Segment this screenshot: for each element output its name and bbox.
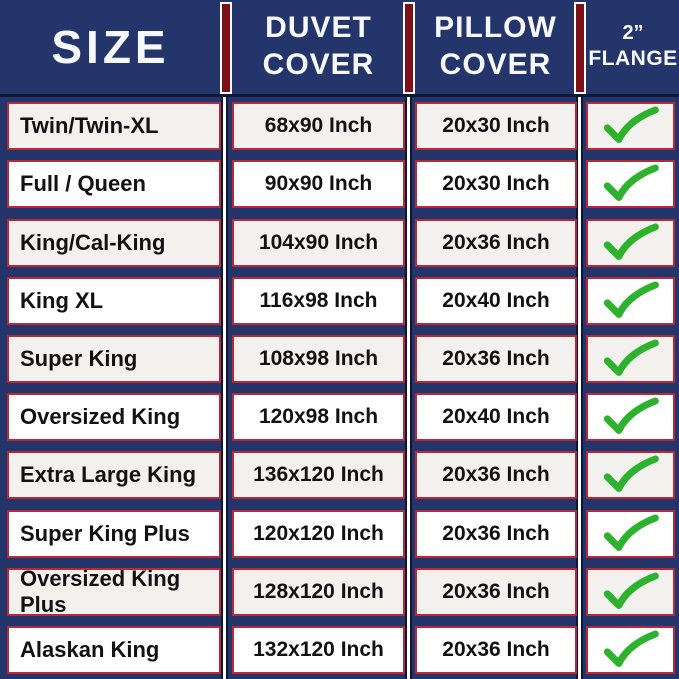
pillow-cell: 20x36 Inch — [415, 567, 577, 616]
header-underline — [0, 94, 679, 97]
table-row: Alaskan King 132x120 Inch 20x36 Inch — [0, 621, 679, 679]
duvet-cell: 68x90 Inch — [232, 102, 405, 151]
size-cell: Oversized King — [7, 393, 221, 442]
duvet-cell: 120x120 Inch — [232, 509, 405, 558]
table-row: Full / Queen 90x90 Inch 20x30 Inch — [0, 155, 679, 213]
header-pillow-line2: COVER — [439, 48, 552, 81]
flange-cell — [586, 102, 675, 151]
pillow-cell: 20x40 Inch — [415, 393, 577, 442]
header-divider-bar — [403, 2, 415, 94]
size-cell: Full / Queen — [7, 160, 221, 209]
checkmark-icon — [603, 222, 659, 260]
header-pillow-cover: PILLOW COVER — [416, 0, 575, 94]
table-row: King XL 116x98 Inch 20x40 Inch — [0, 272, 679, 330]
pillow-cell: 20x36 Inch — [415, 451, 577, 500]
checkmark-icon — [603, 513, 659, 551]
duvet-cell: 108x98 Inch — [232, 334, 405, 383]
duvet-cell: 90x90 Inch — [232, 160, 405, 209]
column-separator — [576, 97, 583, 679]
flange-cell — [586, 509, 675, 558]
duvet-cell: 136x120 Inch — [232, 451, 405, 500]
pillow-cell: 20x36 Inch — [415, 334, 577, 383]
duvet-cell: 120x98 Inch — [232, 393, 405, 442]
duvet-cell: 132x120 Inch — [232, 625, 405, 674]
checkmark-icon — [603, 281, 659, 318]
header-flange-line1: 2” — [622, 22, 644, 45]
checkmark-icon — [603, 106, 659, 144]
pillow-cell: 20x36 Inch — [415, 625, 577, 674]
header-size: SIZE — [0, 0, 221, 94]
size-cell: Oversized King Plus — [7, 566, 221, 617]
flange-cell — [586, 625, 675, 674]
column-separator — [221, 97, 228, 679]
size-cell: Alaskan King — [7, 625, 221, 674]
checkmark-icon — [603, 630, 659, 667]
flange-cell — [586, 393, 675, 442]
size-cell: Super King Plus — [7, 509, 221, 558]
flange-cell — [586, 276, 675, 325]
checkmark-icon — [603, 339, 659, 376]
checkmark-icon — [603, 455, 659, 493]
pillow-cell: 20x40 Inch — [415, 276, 577, 325]
pillow-cell: 20x30 Inch — [415, 160, 577, 209]
header-flange-line2: FLANGE — [588, 47, 678, 71]
duvet-cell: 116x98 Inch — [232, 276, 405, 325]
column-separator — [405, 97, 412, 679]
checkmark-icon — [603, 572, 659, 609]
size-cell: Super King — [7, 334, 221, 383]
size-cell: Twin/Twin-XL — [7, 102, 221, 151]
header-size-label: SIZE — [51, 21, 170, 73]
table-row: Twin/Twin-XL 68x90 Inch 20x30 Inch — [0, 97, 679, 155]
header-duvet-line2: COVER — [262, 48, 375, 81]
table-row: Super King 108x98 Inch 20x36 Inch — [0, 330, 679, 388]
header-divider-bar — [574, 2, 586, 94]
header-duvet-line1: DUVET — [265, 11, 372, 45]
table-row: Extra Large King 136x120 Inch 20x36 Inch — [0, 446, 679, 504]
flange-cell — [586, 334, 675, 383]
duvet-cell: 104x90 Inch — [232, 218, 405, 267]
duvet-cell: 128x120 Inch — [232, 567, 405, 616]
flange-cell — [586, 567, 675, 616]
pillow-cell: 20x30 Inch — [415, 102, 577, 151]
header-duvet-cover: DUVET COVER — [233, 0, 404, 94]
table-row: King/Cal-King 104x90 Inch 20x36 Inch — [0, 213, 679, 271]
pillow-cell: 20x36 Inch — [415, 218, 577, 267]
size-cell: King XL — [7, 276, 221, 325]
size-cell: King/Cal-King — [7, 218, 221, 267]
table-row: Super King Plus 120x120 Inch 20x36 Inch — [0, 504, 679, 562]
table-row: Oversized King 120x98 Inch 20x40 Inch — [0, 388, 679, 446]
size-cell: Extra Large King — [7, 451, 221, 500]
flange-cell — [586, 218, 675, 267]
table-header: SIZE DUVET COVER PILLOW COVER 2” FLANGE — [0, 0, 679, 94]
header-flange: 2” FLANGE — [587, 0, 679, 94]
header-pillow-line1: PILLOW — [434, 11, 557, 45]
flange-cell — [586, 160, 675, 209]
table-body: Twin/Twin-XL 68x90 Inch 20x30 Inch Full / Q… — [0, 97, 679, 679]
checkmark-icon — [603, 397, 659, 435]
header-divider-bar — [220, 2, 232, 94]
table-row: Oversized King Plus 128x120 Inch 20x36 Inc… — [0, 563, 679, 621]
flange-cell — [586, 451, 675, 500]
pillow-cell: 20x36 Inch — [415, 509, 577, 558]
checkmark-icon — [603, 164, 659, 202]
